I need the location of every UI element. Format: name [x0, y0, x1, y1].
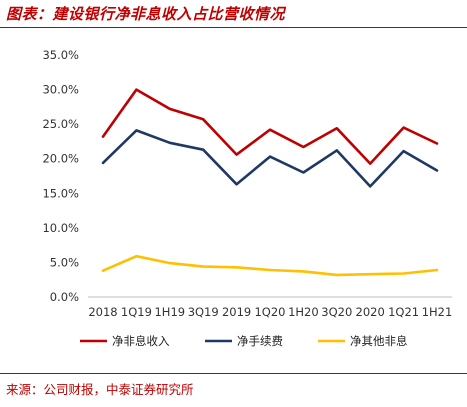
source-note: 来源：公司财报，中泰证券研究所 [6, 382, 194, 397]
y-tick-label: 5.0% [50, 255, 79, 269]
x-tick-label: 1Q21 [388, 305, 419, 319]
y-tick-label: 0.0% [50, 290, 79, 304]
y-tick-label: 30.0% [42, 83, 79, 97]
title-divider [0, 27, 467, 28]
series-line-1 [101, 88, 439, 165]
y-tick-label: 10.0% [42, 221, 79, 235]
y-tick-label: 20.0% [42, 152, 79, 166]
legend-label: 净其他非息 [350, 334, 408, 348]
series-lines [101, 88, 439, 277]
x-tick-label: 2018 [88, 305, 117, 319]
y-tick-label: 15.0% [42, 186, 79, 200]
x-tick-label: 2019 [222, 305, 251, 319]
y-tick-label: 25.0% [42, 117, 79, 131]
footer-divider [0, 373, 467, 374]
x-tick-label: 3Q19 [188, 305, 219, 319]
line-chart: 0.0% 5.0% 10.0% 15.0% 20.0% 25.0% 30.0% 35.0% 20… [42, 48, 452, 348]
series-line-3 [101, 254, 439, 277]
x-tick-label: 1Q20 [254, 305, 285, 319]
y-tick-label: 35.0% [42, 48, 79, 62]
x-tick-label: 1Q19 [121, 305, 152, 319]
chart-title: 图表：建设银行净非息收入占比营收情况 [6, 5, 286, 23]
legend-label: 净非息收入 [112, 334, 170, 348]
legend: 净非息收入 净手续费 净其他非息 [80, 334, 408, 348]
legend-label: 净手续费 [237, 334, 283, 348]
series-line-2 [101, 129, 439, 188]
x-tick-label: 1H21 [422, 305, 453, 319]
axes: 0.0% 5.0% 10.0% 15.0% 20.0% 25.0% 30.0% 35.0% 20… [42, 48, 452, 319]
x-tick-label: 2020 [356, 305, 385, 319]
x-tick-label: 1H19 [154, 305, 185, 319]
x-tick-label: 3Q20 [321, 305, 352, 319]
x-tick-label: 1H20 [288, 305, 319, 319]
